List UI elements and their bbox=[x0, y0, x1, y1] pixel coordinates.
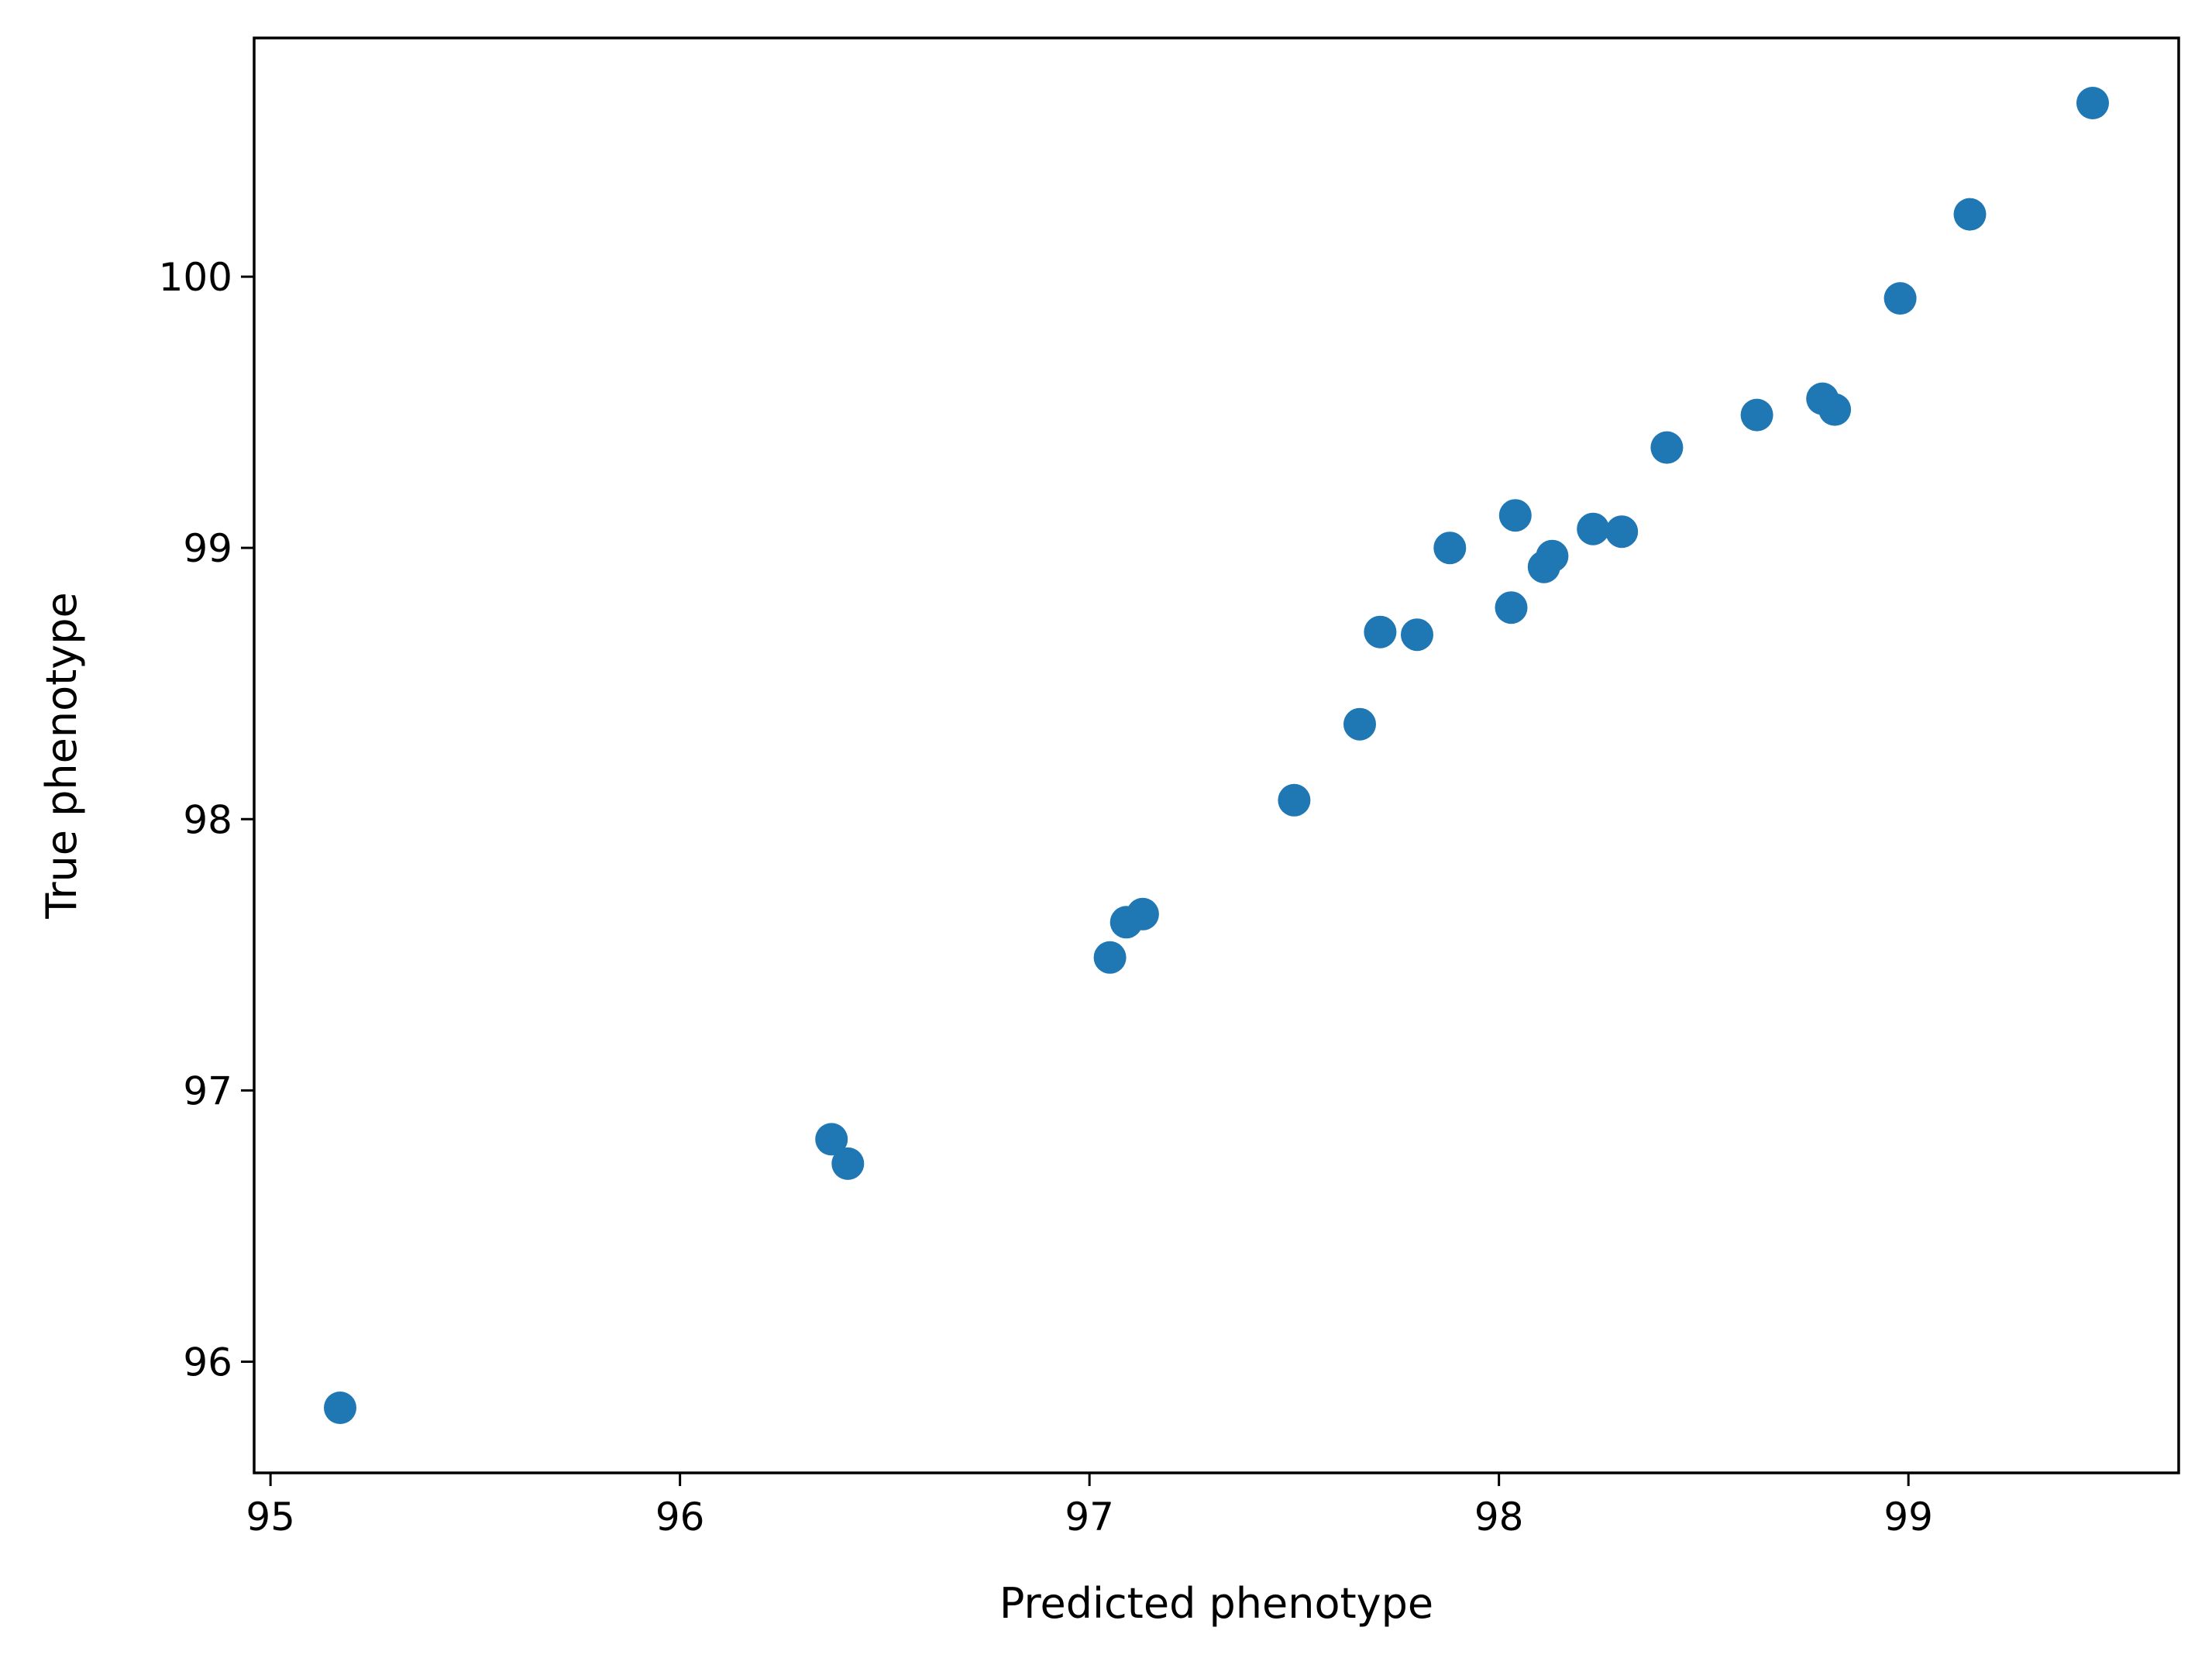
data-point bbox=[1536, 539, 1569, 573]
data-point bbox=[1433, 532, 1467, 565]
y-axis-label: True phenotype bbox=[37, 592, 86, 919]
data-point bbox=[1495, 591, 1528, 624]
data-point bbox=[1740, 398, 1773, 432]
data-point bbox=[1953, 198, 1987, 231]
data-point bbox=[1605, 515, 1639, 549]
y-axis-ticks: 96 97 98 99 100 bbox=[159, 255, 254, 1385]
data-point bbox=[1278, 783, 1311, 817]
x-axis-ticks: 95 96 97 98 99 bbox=[246, 1473, 1933, 1540]
x-tick-label: 95 bbox=[246, 1495, 295, 1540]
data-point bbox=[1364, 615, 1397, 649]
data-point bbox=[1126, 897, 1159, 931]
y-tick-label: 99 bbox=[183, 526, 232, 571]
data-point bbox=[1883, 282, 1917, 315]
y-tick-label: 97 bbox=[183, 1068, 232, 1113]
x-tick-label: 97 bbox=[1065, 1495, 1114, 1540]
data-point bbox=[2076, 87, 2109, 119]
x-tick-label: 96 bbox=[655, 1495, 705, 1540]
x-tick-label: 98 bbox=[1474, 1495, 1524, 1540]
data-point bbox=[1650, 431, 1684, 464]
x-tick-label: 99 bbox=[1883, 1495, 1933, 1540]
x-axis-label: Predicted phenotype bbox=[999, 1579, 1433, 1628]
data-point bbox=[1093, 941, 1127, 974]
y-tick-label: 98 bbox=[183, 797, 232, 842]
data-point bbox=[1577, 512, 1610, 545]
data-points bbox=[324, 87, 2109, 1424]
y-tick-label: 100 bbox=[159, 255, 232, 300]
data-point bbox=[1818, 393, 1852, 426]
data-point bbox=[815, 1123, 848, 1156]
data-point bbox=[324, 1392, 356, 1424]
data-point bbox=[831, 1147, 865, 1180]
data-point bbox=[1401, 618, 1433, 652]
y-tick-label: 96 bbox=[183, 1340, 232, 1385]
data-point bbox=[1498, 499, 1532, 532]
data-point bbox=[1343, 707, 1376, 741]
plot-frame bbox=[253, 36, 2180, 1474]
